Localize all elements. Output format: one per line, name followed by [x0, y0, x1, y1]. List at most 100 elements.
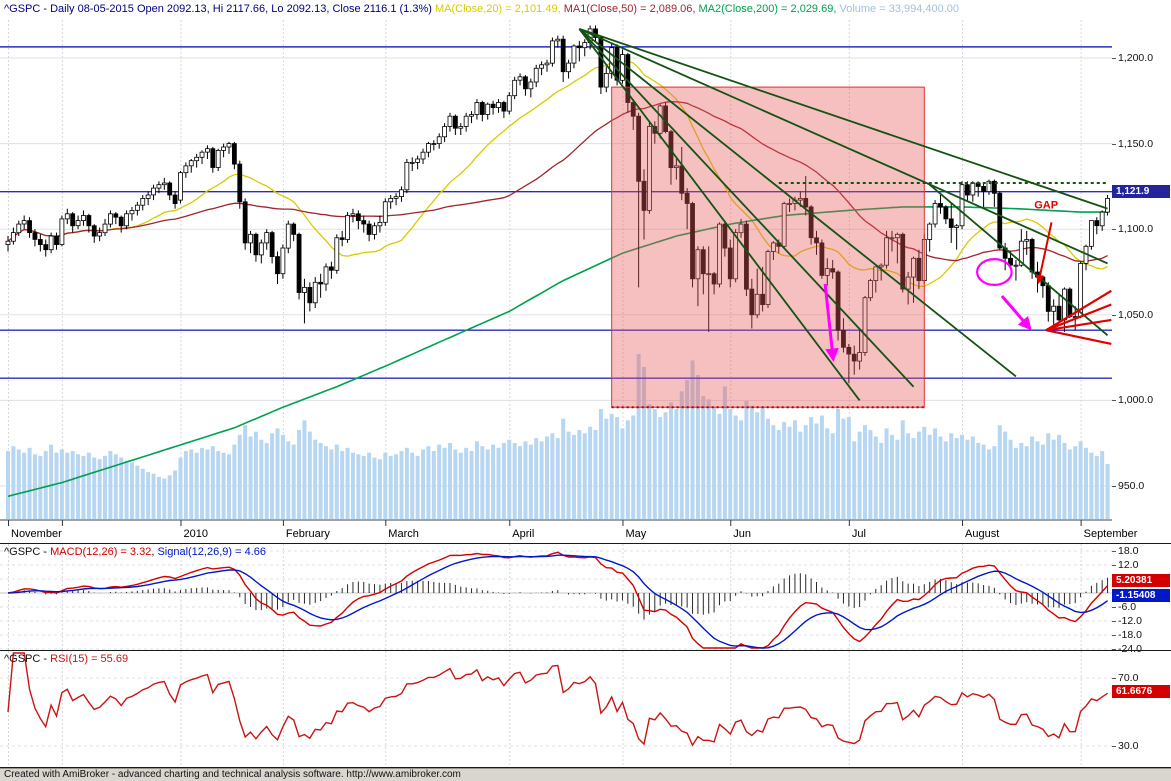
volume-bar — [528, 444, 533, 519]
volume-bar — [113, 454, 118, 519]
candle-body — [399, 189, 404, 198]
axis-value-box: 61.6676 — [1112, 685, 1170, 699]
candle-body — [409, 161, 415, 164]
volume-bar — [814, 423, 819, 519]
volume-bar — [496, 447, 501, 519]
volume-bar — [264, 442, 269, 519]
volume-bar — [636, 354, 641, 519]
candle-body — [16, 223, 22, 234]
volume-bar — [873, 436, 878, 519]
y-axis-label: -6.0 — [1118, 600, 1137, 613]
volume-bar — [146, 472, 151, 519]
volume-bar — [119, 457, 124, 519]
volume-bar — [728, 409, 733, 519]
candle-body — [490, 103, 496, 108]
volume-bar — [819, 415, 824, 519]
title-segment: MA1(Close,50) = 2,089.06, — [563, 3, 699, 15]
volume-bar — [803, 425, 808, 519]
volume-bar — [895, 439, 900, 519]
candle-body — [1099, 211, 1105, 227]
candle-body — [199, 151, 205, 158]
volume-bar — [744, 400, 749, 519]
candle-body — [350, 213, 356, 216]
volume-bar — [765, 418, 770, 519]
volume-bar — [512, 442, 517, 519]
candle-body — [269, 232, 275, 258]
volume-bar — [485, 449, 490, 519]
volume-bar — [65, 452, 70, 519]
volume-bar — [706, 399, 711, 519]
candle-body — [959, 184, 965, 227]
volume-bar — [922, 426, 927, 519]
candle-body — [323, 266, 329, 285]
fan-trendline — [579, 28, 1108, 210]
candle-body — [248, 233, 253, 244]
volume-bar — [1035, 441, 1040, 519]
candle-body — [334, 237, 340, 271]
volume-bar — [1024, 446, 1029, 519]
volume-bar — [938, 436, 943, 519]
volume-bar — [189, 449, 194, 519]
candle-body — [102, 223, 108, 234]
candle-body — [145, 194, 151, 199]
rsi-indicator-chart[interactable] — [0, 651, 1171, 767]
month-label: March — [388, 528, 419, 540]
candle-body — [787, 203, 792, 205]
candle-body — [355, 213, 361, 222]
magenta-ellipse — [976, 258, 1013, 286]
candle-body — [948, 218, 954, 228]
volume-bar — [27, 447, 32, 519]
candle-body — [167, 182, 173, 196]
candle-body — [555, 38, 561, 42]
volume-bar — [852, 441, 857, 519]
candle-body — [496, 102, 501, 108]
macd-indicator-chart[interactable] — [0, 544, 1171, 650]
price-candlestick-chart[interactable]: GAP November 2010 February March April May Jun J… — [0, 0, 1171, 543]
y-axis-label: -18.0 — [1118, 628, 1142, 641]
candle-body — [124, 213, 129, 227]
ma20-line — [7, 59, 1108, 288]
gap-label: GAP — [1034, 200, 1058, 212]
candle-body — [1008, 257, 1013, 266]
volume-bar — [70, 451, 75, 519]
volume-bar — [555, 438, 560, 519]
candle-body — [59, 218, 65, 245]
candle-body — [339, 237, 345, 240]
candle-body — [733, 232, 739, 280]
candle-body — [242, 201, 248, 244]
volume-bar — [404, 447, 409, 519]
volume-bar — [674, 409, 679, 519]
candle-body — [21, 220, 27, 225]
volume-bar — [658, 417, 663, 519]
volume-bar — [270, 433, 275, 519]
volume-bar — [205, 449, 210, 519]
volume-bar — [178, 457, 183, 519]
candle-body — [620, 54, 625, 81]
volume-bar — [372, 457, 377, 519]
candle-body — [905, 276, 911, 290]
pane-splitter[interactable] — [0, 650, 1171, 651]
status-bar: Created with AmiBroker - advanced charti… — [0, 768, 1171, 781]
volume-bar — [1057, 434, 1062, 519]
candle-body — [722, 223, 728, 249]
candle-body — [797, 197, 803, 201]
volume-bar — [749, 405, 754, 519]
candle-body — [194, 156, 200, 162]
candle-body — [1088, 220, 1094, 247]
pane-splitter[interactable] — [0, 767, 1171, 768]
candle-body — [830, 268, 836, 273]
candle-body — [808, 206, 814, 239]
support-resistance-lines — [0, 46, 1112, 379]
pane-splitter[interactable] — [0, 543, 1171, 544]
volume-bar — [954, 438, 959, 519]
volume-bar — [668, 402, 673, 519]
axis-tick — [1112, 551, 1116, 552]
volume-bar — [200, 447, 205, 519]
volume-bar — [421, 449, 426, 519]
y-axis-column[interactable]: 1,200.0 1,150.0 1,100.0 1,050.0 1,000.0 950.0… — [1112, 0, 1171, 768]
candle-body — [5, 240, 11, 245]
candle-body — [566, 62, 571, 73]
candle-body — [172, 194, 178, 205]
candle-body — [86, 215, 92, 227]
volume-bar — [81, 455, 86, 519]
